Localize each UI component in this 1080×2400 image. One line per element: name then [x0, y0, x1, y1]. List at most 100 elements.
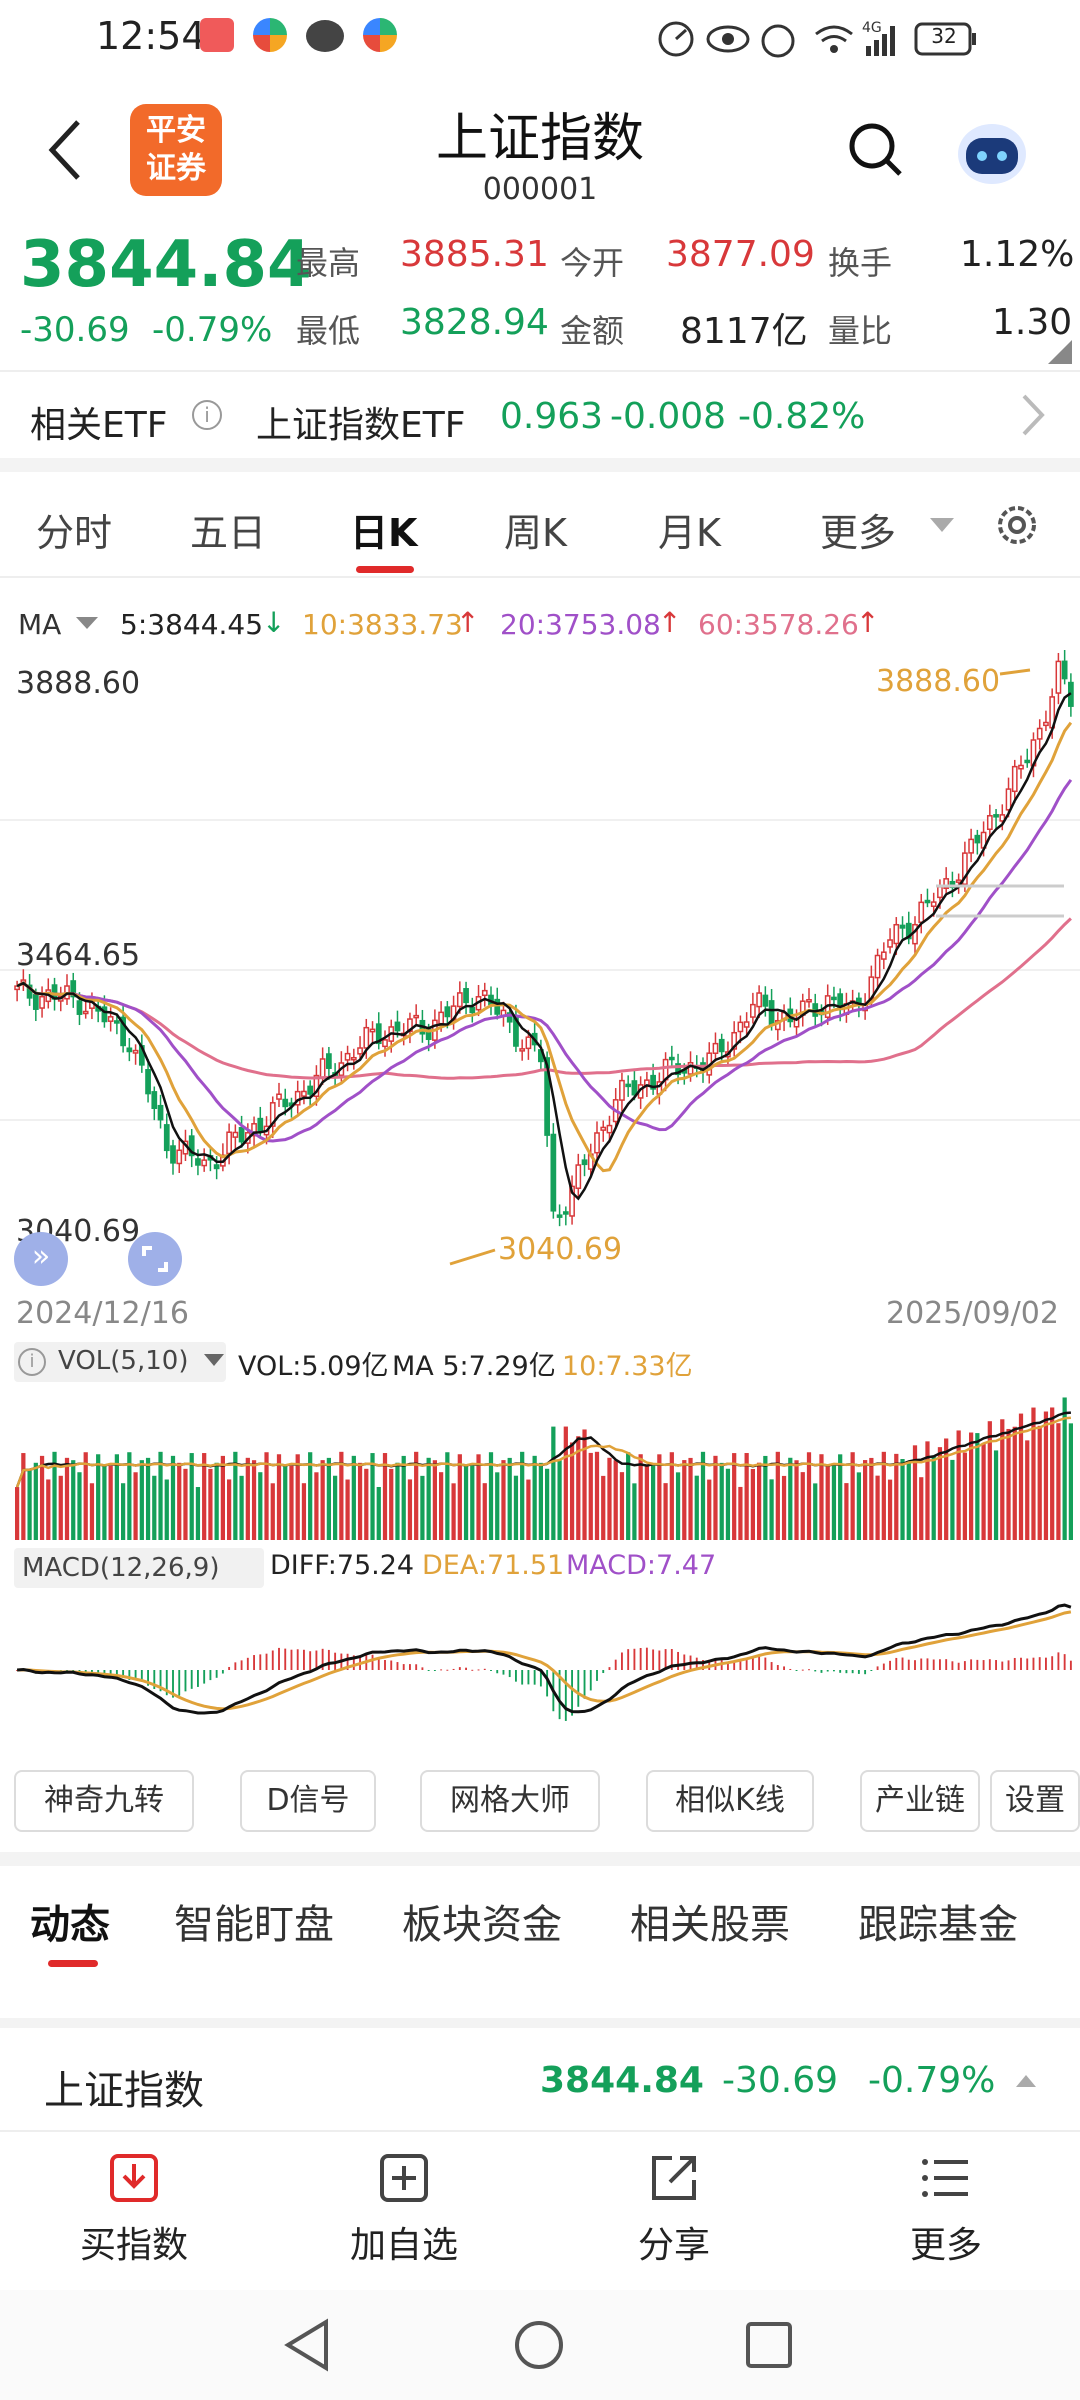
- tab-monthly-k[interactable]: 月K: [658, 511, 721, 555]
- related-etf-row[interactable]: 相关ETF i 上证指数ETF 0.963 -0.008 -0.82%: [0, 372, 1080, 458]
- tab-related-stocks[interactable]: 相关股票: [630, 1902, 790, 1948]
- nav-back-icon[interactable]: [282, 2318, 332, 2372]
- macd-bar: [458, 1667, 461, 1670]
- macd-dea: DEA:71.51: [422, 1550, 565, 1581]
- volume-bar: [981, 1442, 986, 1540]
- volume-bar: [158, 1451, 163, 1540]
- ma-dropdown-icon[interactable]: [76, 616, 98, 630]
- candle: [369, 1028, 376, 1033]
- chart-settings-gear-icon[interactable]: [994, 502, 1040, 548]
- magic-nine-button[interactable]: 神奇九转: [14, 1770, 194, 1832]
- candle: [600, 1126, 607, 1131]
- ma-legend-label[interactable]: MA: [18, 608, 62, 641]
- etf-label: 相关ETF: [30, 405, 168, 446]
- volume-bar: [208, 1468, 213, 1540]
- industry-chain-button[interactable]: 产业链: [860, 1770, 980, 1832]
- info-icon[interactable]: i: [192, 400, 222, 430]
- macd-bar: [751, 1657, 754, 1670]
- ticker-collapse-icon[interactable]: [1016, 2072, 1036, 2087]
- volume-bar: [133, 1472, 138, 1540]
- ma20-up-arrow-icon: ↑: [658, 606, 682, 639]
- ticker-bar[interactable]: 上证指数 3844.84 -30.69 -0.79%: [0, 2028, 1080, 2132]
- macd-bar: [215, 1670, 218, 1678]
- candle: [930, 901, 937, 907]
- volume-bar: [962, 1452, 967, 1540]
- expand-corner-icon[interactable]: [1048, 340, 1072, 364]
- tab-sector-funds[interactable]: 板块资金: [402, 1902, 562, 1948]
- menu-list-icon: [922, 2159, 968, 2197]
- macd-bar: [352, 1655, 355, 1670]
- chevron-right-icon: [1018, 392, 1048, 438]
- candle: [39, 995, 45, 1009]
- tab-smart-watch[interactable]: 智能盯盘: [174, 1902, 334, 1948]
- add-watchlist-button[interactable]: 加自选: [304, 2150, 504, 2268]
- candle: [269, 1102, 276, 1127]
- macd-bar: [814, 1670, 817, 1672]
- candle: [120, 1016, 126, 1047]
- candle: [157, 1104, 164, 1121]
- macd-bar: [1063, 1654, 1066, 1670]
- volume-bar: [906, 1462, 911, 1540]
- macd-bar: [197, 1670, 199, 1687]
- volume-bar: [638, 1454, 643, 1540]
- macd-bar: [764, 1657, 767, 1670]
- macd-bar: [153, 1670, 156, 1689]
- tab-daily-k[interactable]: 日K: [350, 511, 418, 555]
- volume-bar: [308, 1452, 313, 1540]
- volume-bar: [495, 1472, 500, 1540]
- tab-more[interactable]: 更多: [820, 511, 897, 555]
- buy-index-button[interactable]: 买指数: [34, 2150, 234, 2268]
- tab-tracking-funds[interactable]: 跟踪基金: [858, 1902, 1018, 1948]
- volume-bar: [152, 1475, 157, 1540]
- volume-chart[interactable]: [0, 1384, 1080, 1540]
- volume-bar: [488, 1452, 494, 1540]
- tab-news[interactable]: 动态: [30, 1902, 110, 1948]
- volume-bar: [1031, 1407, 1036, 1540]
- candle: [307, 1085, 314, 1095]
- back-icon[interactable]: [40, 112, 90, 188]
- macd-indicator-selector[interactable]: MACD(12,26,9): [14, 1548, 264, 1588]
- logo-line2: 证券: [146, 151, 206, 186]
- ma60-up-arrow-icon: ↑: [856, 606, 880, 639]
- macd-bar: [882, 1663, 885, 1670]
- candle: [918, 901, 925, 923]
- turnover-label: 换手: [828, 244, 893, 282]
- share-button[interactable]: 分享: [574, 2150, 774, 2268]
- kline-chart[interactable]: 3888.60 3464.65 3040.69 3888.60 3040.69 …: [0, 649, 1080, 1286]
- more-button[interactable]: 更多: [846, 2150, 1046, 2268]
- tab-five-day[interactable]: 五日: [190, 511, 267, 555]
- vol-indicator-selector[interactable]: i VOL(5,10): [14, 1342, 226, 1382]
- price-change: -30.69: [20, 310, 130, 350]
- macd-bar: [789, 1668, 792, 1670]
- candle: [519, 1048, 526, 1052]
- volume-bar: [912, 1445, 918, 1540]
- vol-info-icon[interactable]: i: [18, 1348, 46, 1376]
- volume-bar: [507, 1457, 512, 1540]
- similar-kline-button[interactable]: 相似K线: [646, 1770, 814, 1832]
- fullscreen-icon[interactable]: [128, 1232, 182, 1286]
- assistant-robot-icon[interactable]: [950, 110, 1034, 194]
- nav-home-icon[interactable]: [512, 2318, 566, 2372]
- macd-bar: [833, 1670, 835, 1672]
- nav-recents-icon[interactable]: [744, 2320, 794, 2370]
- tab-intraday[interactable]: 分时: [36, 511, 113, 555]
- macd-bar: [889, 1660, 891, 1670]
- d-signal-button[interactable]: D信号: [240, 1770, 376, 1832]
- volume-bar: [420, 1475, 425, 1540]
- macd-bar: [839, 1670, 842, 1673]
- volume-bar: [682, 1460, 687, 1540]
- more-dropdown-icon[interactable]: [930, 518, 954, 534]
- volume-bar: [389, 1468, 394, 1540]
- volume-bar: [557, 1460, 562, 1540]
- macd-bar: [490, 1670, 492, 1671]
- search-icon[interactable]: [846, 120, 906, 180]
- candle: [163, 1124, 170, 1152]
- max-price-marker: 3888.60: [876, 664, 1001, 699]
- volume-bar: [657, 1454, 662, 1540]
- settings-button[interactable]: 设置: [990, 1770, 1080, 1832]
- fast-forward-icon[interactable]: »: [14, 1232, 68, 1286]
- tab-weekly-k[interactable]: 周K: [504, 511, 567, 555]
- volume-bar: [295, 1454, 300, 1540]
- grid-master-button[interactable]: 网格大师: [420, 1770, 600, 1832]
- macd-chart[interactable]: [0, 1590, 1080, 1750]
